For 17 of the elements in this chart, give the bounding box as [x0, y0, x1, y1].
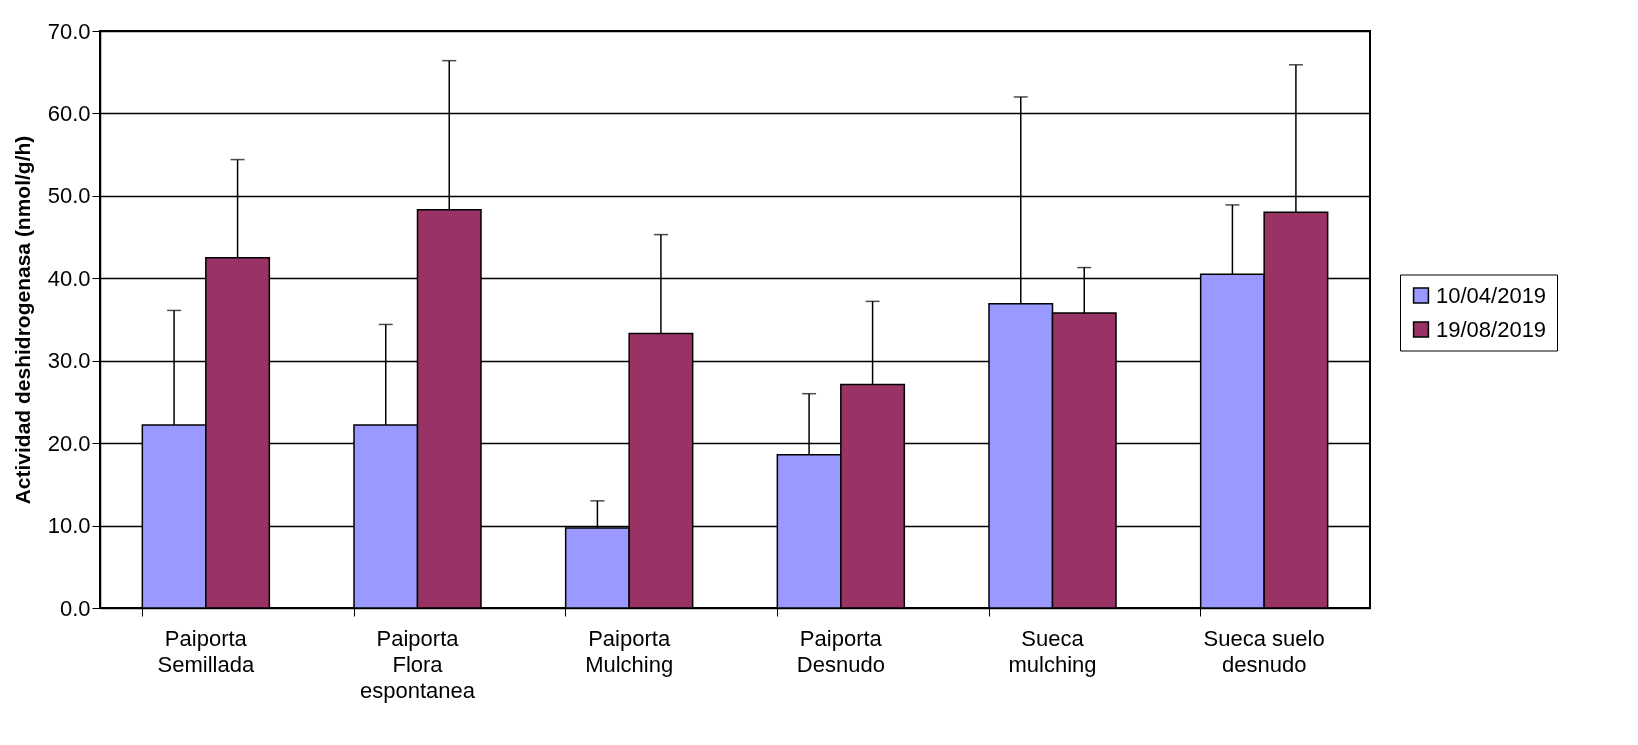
y-tick-label: 70.0 — [47, 18, 91, 44]
y-tick-label: 10.0 — [47, 513, 91, 539]
y-tick-label: 20.0 — [47, 430, 91, 456]
legend-label: 19/08/2019 — [1436, 316, 1547, 342]
x-tick-label: Paiporta Mulching — [585, 625, 674, 677]
legend-label: 10/04/2019 — [1436, 282, 1547, 308]
y-tick-label: 60.0 — [47, 100, 91, 126]
y-axis-title: Actividad deshidrogenasa (nmol/g/h) — [10, 135, 34, 505]
y-tick-label: 40.0 — [47, 265, 91, 291]
x-tick-label: Paiporta Semillada — [157, 625, 255, 677]
x-tick-label: Sueca mulching — [1008, 625, 1097, 677]
y-tick-label: 0.0 — [59, 595, 91, 621]
y-tick-label: 30.0 — [47, 348, 91, 374]
x-tick-label: Sueca suelo desnudo — [1203, 625, 1325, 677]
x-tick-label: Paiporta Desnudo — [796, 625, 885, 677]
x-tick-label: Paiporta Flora espontanea — [360, 625, 476, 703]
y-tick-label: 50.0 — [47, 183, 91, 209]
